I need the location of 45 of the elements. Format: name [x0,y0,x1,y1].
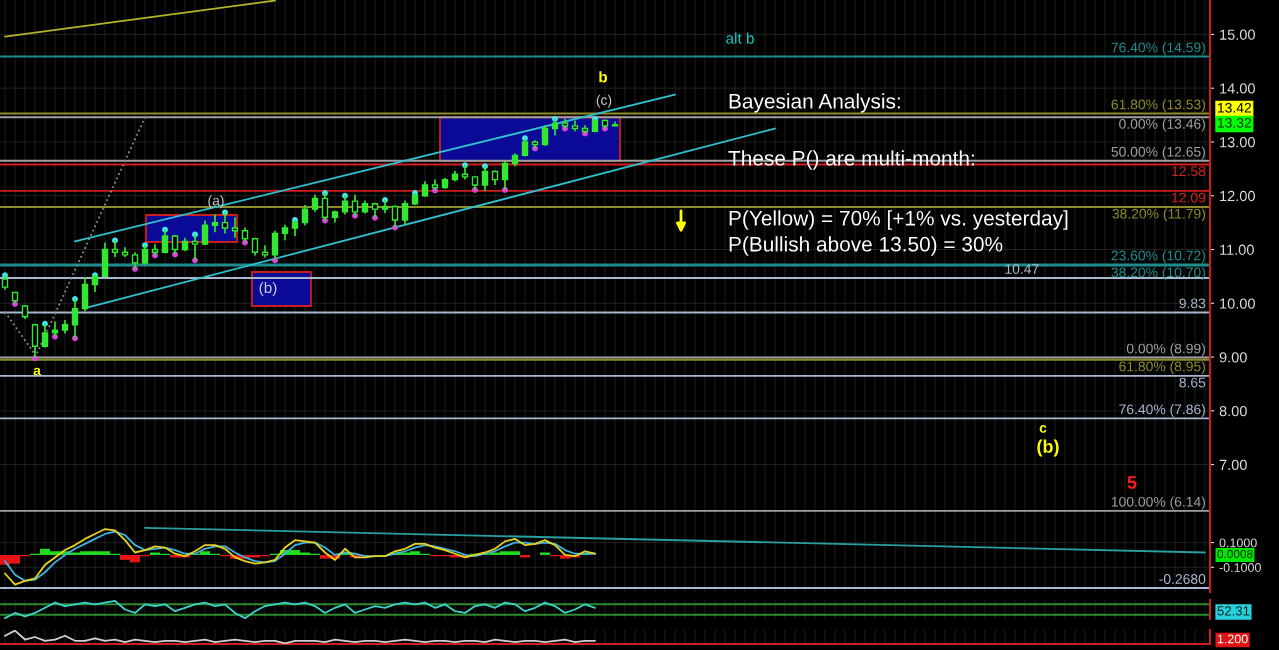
ref-line-label: 100.00% (6.14) [1111,496,1205,510]
ref-line-label: 76.40% (14.59) [1111,42,1205,56]
text: 1.200 [1217,634,1248,644]
ref-line-label: 50.00% (12.65) [1111,146,1205,160]
y-tick-label: 9.00 [1219,352,1247,363]
ref-line-label: 76.40% (7.86) [1119,404,1205,417]
annotation: P(Yellow) = 70% [+1% vs. yesterday] [729,210,1068,230]
ref-line-label: 38.20% (10.70) [1111,267,1205,280]
annotation: 5 [1127,476,1137,489]
ref-line-label: 61.80% (13.53) [1111,99,1205,113]
y-tick-label: 0.1000 [1219,538,1257,548]
y-tick-label: 14.00 [1220,83,1255,94]
ref-line-label: 12.09 [1172,192,1206,203]
annotation: (b) [1037,439,1059,457]
y-tick-label: 8.00 [1219,405,1247,417]
ref-line-label: 0.00% (8.99) [1126,343,1205,357]
ref-line-label: 12.58 [1172,166,1206,177]
text: 13.42 [1218,102,1251,113]
y-tick-label: 13.00 [1220,137,1255,148]
ref-line-label: -0.2680 [1159,574,1206,584]
y-tick-label: 7.00 [1219,459,1247,471]
annotation: (a) [208,195,224,209]
ref-line-label: 0.00% (13.46) [1119,118,1205,132]
y-tick-label: 11.00 [1220,244,1254,255]
text: 52.31 [1217,606,1250,616]
text: 13.32 [1218,117,1251,128]
ref-line-label: 9.83 [1179,298,1206,309]
y-tick-label: 15.00 [1220,29,1255,40]
annotation: P(Bullish above 13.50) = 30% [729,236,1003,256]
annotation: (c) [596,94,612,108]
annotation: alt b [726,32,754,44]
ref-line-label: 61.80% (8.95) [1119,361,1205,375]
annotation: c [1039,425,1047,433]
annotation: Bayesian Analysis: [729,93,900,113]
y-tick-label: 12.00 [1220,190,1255,202]
ref-line-label: 8.65 [1179,377,1206,388]
annotation: (b) [259,281,277,297]
ref-line-label: 23.60% (10.72) [1111,250,1205,264]
ref-line-label: 10.47 [1005,264,1039,274]
annotation: a [33,367,41,376]
y-tick-label: -0.1000 [1219,563,1261,572]
text: 0.0008 [1217,549,1253,559]
y-tick-label: 10.00 [1220,298,1255,309]
ref-line-label: 38.20% (11.79) [1112,208,1205,222]
annotation: b [599,71,608,83]
